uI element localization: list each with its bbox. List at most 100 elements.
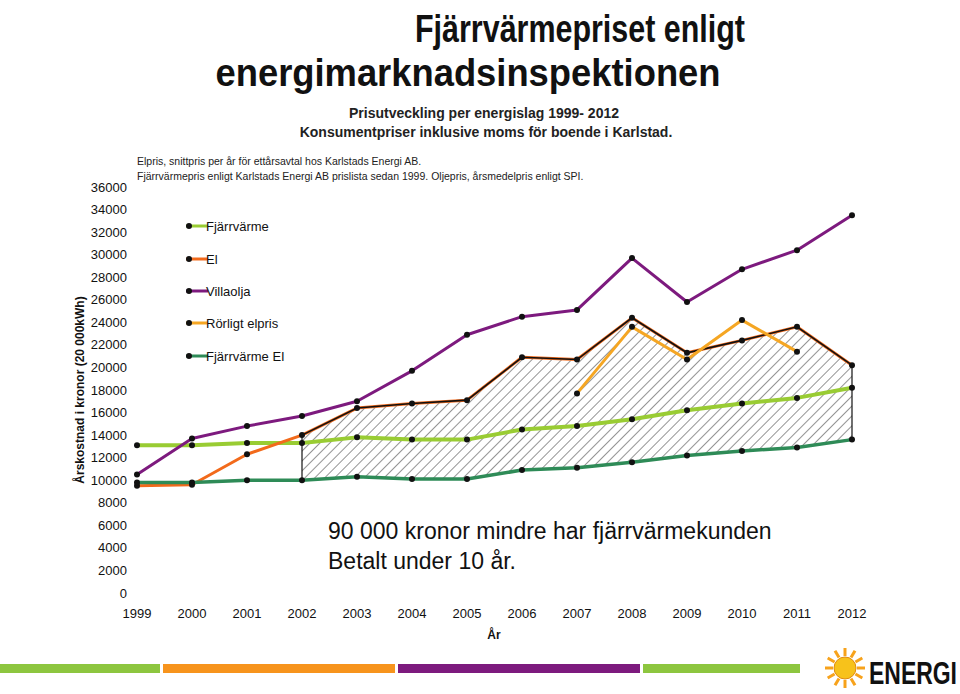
point bbox=[574, 390, 580, 396]
series-line bbox=[577, 320, 797, 393]
y-tick bbox=[133, 209, 136, 210]
y-tick-label: 26000 bbox=[91, 292, 127, 307]
legend-label: Fjärrvärme bbox=[206, 219, 269, 234]
point bbox=[794, 395, 800, 401]
point bbox=[849, 212, 855, 218]
y-tick bbox=[133, 435, 136, 436]
point bbox=[849, 385, 855, 391]
y-tick bbox=[133, 593, 136, 594]
y-tick-label: 2000 bbox=[98, 563, 127, 578]
y-tick-label: 8000 bbox=[98, 495, 127, 510]
x-axis: 1999200020012002200320042005200620072008… bbox=[123, 606, 867, 621]
y-tick bbox=[133, 502, 136, 503]
point bbox=[299, 477, 305, 483]
y-tick bbox=[133, 299, 136, 300]
y-tick-label: 34000 bbox=[91, 202, 127, 217]
point bbox=[739, 401, 745, 407]
sun-ray bbox=[828, 674, 835, 678]
x-tick-label: 1999 bbox=[123, 606, 152, 621]
x-tick-label: 2006 bbox=[508, 606, 537, 621]
footer-stripe bbox=[398, 664, 640, 673]
point bbox=[134, 472, 140, 478]
x-tick-label: 2007 bbox=[563, 606, 592, 621]
legend-label: El bbox=[206, 252, 218, 267]
series-line bbox=[137, 440, 852, 483]
y-tick bbox=[133, 412, 136, 413]
point bbox=[519, 314, 525, 320]
point bbox=[629, 255, 635, 261]
footer-stripe bbox=[0, 664, 160, 673]
point bbox=[794, 247, 800, 253]
y-tick-label: 12000 bbox=[91, 450, 127, 465]
legend-label: Rörligt elpris bbox=[206, 316, 279, 331]
point bbox=[629, 416, 635, 422]
y-tick-label: 18000 bbox=[91, 383, 127, 398]
y-tick bbox=[133, 232, 136, 233]
point bbox=[739, 317, 745, 323]
series-line bbox=[137, 215, 852, 474]
point bbox=[189, 479, 195, 485]
x-tick-label: 2011 bbox=[783, 606, 811, 621]
y-tick bbox=[133, 457, 136, 458]
note: Elpris, snittpris per år för ettårsavtal… bbox=[137, 155, 421, 167]
point bbox=[684, 350, 690, 356]
point bbox=[794, 445, 800, 451]
subtitle: Konsumentpriser inklusive moms för boend… bbox=[300, 124, 673, 140]
y-tick-label: 28000 bbox=[91, 270, 127, 285]
sun-ray bbox=[828, 658, 835, 662]
point bbox=[134, 442, 140, 448]
logo-sun bbox=[825, 648, 865, 688]
y-tick bbox=[133, 322, 136, 323]
sun-ray bbox=[825, 667, 833, 670]
point bbox=[574, 307, 580, 313]
point bbox=[574, 465, 580, 471]
sun-ray bbox=[835, 678, 839, 685]
annotation: 90 000 kronor mindre har fjärrvärmekunde… bbox=[328, 518, 772, 544]
point bbox=[629, 315, 635, 321]
series-line bbox=[137, 318, 852, 486]
point bbox=[684, 452, 690, 458]
y-tick-label: 16000 bbox=[91, 405, 127, 420]
y-tick-label: 6000 bbox=[98, 518, 127, 533]
point bbox=[849, 437, 855, 443]
point bbox=[629, 324, 635, 330]
point bbox=[189, 435, 195, 441]
point bbox=[464, 476, 470, 482]
point bbox=[464, 437, 470, 443]
savings-edge bbox=[302, 318, 852, 435]
y-tick-label: 0 bbox=[120, 586, 127, 601]
title: energimarknadsinspektionen bbox=[216, 52, 721, 94]
point bbox=[849, 362, 855, 368]
plot-area bbox=[134, 212, 855, 489]
legend-label: Fjärrvärme EI bbox=[206, 349, 285, 364]
x-tick-label: 2010 bbox=[728, 606, 757, 621]
footer-stripe bbox=[163, 664, 395, 673]
x-tick-label: 2000 bbox=[178, 606, 207, 621]
y-tick bbox=[133, 390, 136, 391]
y-axis: 0200040006000800010000120001400016000180… bbox=[91, 180, 136, 601]
x-tick-label: 2002 bbox=[288, 606, 317, 621]
legend-marker bbox=[186, 223, 192, 229]
point bbox=[629, 459, 635, 465]
point bbox=[354, 398, 360, 404]
x-tick-label: 2001 bbox=[233, 606, 262, 621]
note: Fjärrvärmepris enligt Karlstads Energi A… bbox=[137, 170, 583, 182]
y-tick bbox=[133, 277, 136, 278]
y-tick-label: 30000 bbox=[91, 247, 127, 262]
sun-ray bbox=[844, 680, 847, 688]
point bbox=[519, 426, 525, 432]
point bbox=[244, 423, 250, 429]
savings-edge bbox=[851, 365, 852, 439]
point bbox=[354, 434, 360, 440]
y-tick-label: 10000 bbox=[91, 473, 127, 488]
point bbox=[299, 432, 305, 438]
y-tick-label: 36000 bbox=[91, 180, 127, 195]
y-tick-label: 24000 bbox=[91, 315, 127, 330]
point bbox=[244, 477, 250, 483]
point bbox=[684, 407, 690, 413]
point bbox=[409, 401, 415, 407]
point bbox=[739, 266, 745, 272]
x-label: År bbox=[487, 627, 501, 642]
point bbox=[244, 440, 250, 446]
point bbox=[464, 332, 470, 338]
